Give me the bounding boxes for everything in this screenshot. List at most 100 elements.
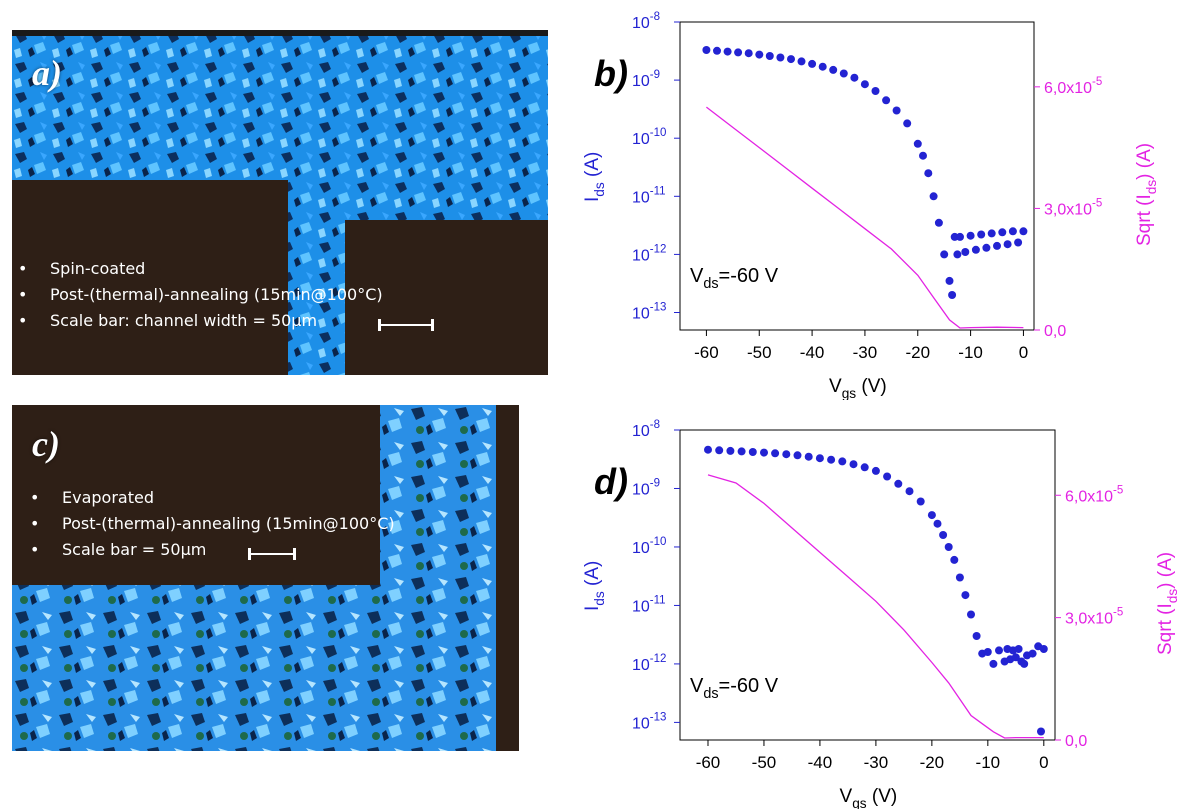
x-tick-label: -40 [800, 343, 825, 362]
current-point [903, 119, 912, 128]
current-point [883, 472, 892, 481]
current-point [913, 139, 922, 148]
current-point [818, 62, 827, 71]
list-item: Spin-coated [12, 256, 383, 282]
current-point [726, 446, 735, 455]
current-point [748, 448, 757, 456]
scale-bar [378, 319, 434, 331]
current-point [765, 52, 774, 60]
current-point [1019, 227, 1028, 236]
current-point [1003, 240, 1012, 249]
list-item: Scale bar = 50µm [24, 537, 395, 563]
y-left-tick-label: 10-12 [632, 653, 666, 674]
current-point [989, 659, 998, 668]
current-point [882, 96, 891, 105]
current-point [944, 543, 953, 551]
description-list: Spin-coated Post-(thermal)-annealing (15… [12, 256, 383, 334]
current-point [827, 455, 836, 464]
current-point [948, 291, 957, 299]
y-right-tick-label: 0,0 [1065, 733, 1087, 750]
y-left-tick-label: 10-11 [632, 594, 666, 615]
description-list: Evaporated Post-(thermal)-annealing (15m… [24, 485, 395, 563]
current-point [934, 218, 943, 227]
current-point [704, 445, 712, 454]
current-point [871, 87, 880, 95]
current-point [1037, 727, 1045, 736]
current-point [927, 511, 936, 520]
current-point [1008, 227, 1017, 236]
current-point [1028, 649, 1037, 658]
current-point [871, 466, 880, 475]
y-right-tick-label: 0,0 [1044, 323, 1066, 340]
y-left-tick-label: 10-9 [632, 477, 660, 498]
current-point [945, 276, 954, 285]
x-tick-label: -60 [694, 343, 719, 362]
current-point [924, 169, 933, 178]
micrograph-c-image [12, 405, 519, 751]
micrograph-c: c) Evaporated Post-(thermal)-annealing (… [12, 405, 519, 751]
current-point [737, 447, 746, 456]
current-point [755, 50, 764, 59]
x-tick-label: -10 [958, 343, 983, 362]
x-axis-label: Vgs (V) [840, 786, 898, 809]
current-point [760, 448, 768, 457]
x-tick-label: -60 [696, 753, 721, 772]
current-point [808, 59, 817, 68]
current-point [771, 449, 780, 458]
x-tick-label: -30 [853, 343, 878, 362]
current-point [982, 243, 991, 252]
current-point [966, 231, 975, 240]
current-point [793, 451, 802, 460]
current-point [995, 646, 1003, 655]
current-point [1039, 645, 1048, 653]
x-tick-label: -40 [808, 753, 833, 772]
current-point [1014, 645, 1023, 653]
current-point [919, 151, 927, 160]
y-left-tick-label: 10-9 [632, 69, 660, 90]
current-point [987, 229, 996, 238]
current-point [787, 55, 795, 64]
x-tick-label: -20 [920, 753, 945, 772]
scale-bar [248, 548, 296, 560]
current-point [804, 452, 813, 461]
panel-label: d) [594, 461, 628, 502]
micrograph-a-image [12, 30, 548, 375]
current-point [993, 241, 1001, 250]
y-right-axis-label: Sqrt (Ids) (A) [1155, 552, 1178, 655]
current-point [744, 49, 753, 58]
y-right-tick-label: 3,0x10-5 [1044, 197, 1102, 218]
current-point [967, 610, 975, 619]
current-point [839, 69, 848, 78]
y-left-tick-label: 10-12 [632, 243, 666, 264]
current-point [723, 47, 732, 56]
current-point [1011, 653, 1020, 662]
current-point [782, 450, 791, 459]
current-point [894, 479, 903, 488]
plot-frame [679, 21, 1035, 331]
y-left-axis-label: Ids (A) [582, 561, 607, 611]
bias-annotation: Vds=-60 V [690, 675, 779, 702]
y-right-tick-label: 6,0x10-5 [1044, 76, 1102, 97]
current-point [1020, 659, 1029, 668]
list-item: Post-(thermal)-annealing (15min@100°C) [12, 282, 383, 308]
current-point [860, 80, 869, 89]
y-left-axis-label: Ids (A) [582, 152, 607, 202]
current-point [892, 106, 901, 115]
y-right-tick-label: 3,0x10-5 [1065, 607, 1123, 628]
sqrt-current-line [707, 474, 1044, 739]
transfer-chart-d: d) -60 -50 -40 -30 -20 -10 0 10-13 10-12 10-11 10-1… [582, 419, 1178, 809]
current-point [955, 573, 964, 582]
current-point [702, 46, 711, 54]
current-point [939, 531, 948, 539]
x-tick-label: -50 [752, 753, 777, 772]
current-point [905, 487, 914, 496]
current-point [953, 250, 962, 259]
bias-annotation: Vds=-60 V [690, 265, 779, 292]
current-point [715, 446, 724, 455]
y-left-tick-label: 10-13 [632, 711, 666, 732]
list-item: Post-(thermal)-annealing (15min@100°C) [24, 511, 395, 537]
y-left-tick-label: 10-10 [632, 127, 666, 148]
current-point [971, 245, 980, 254]
current-point [916, 497, 925, 506]
current-point [961, 248, 970, 256]
